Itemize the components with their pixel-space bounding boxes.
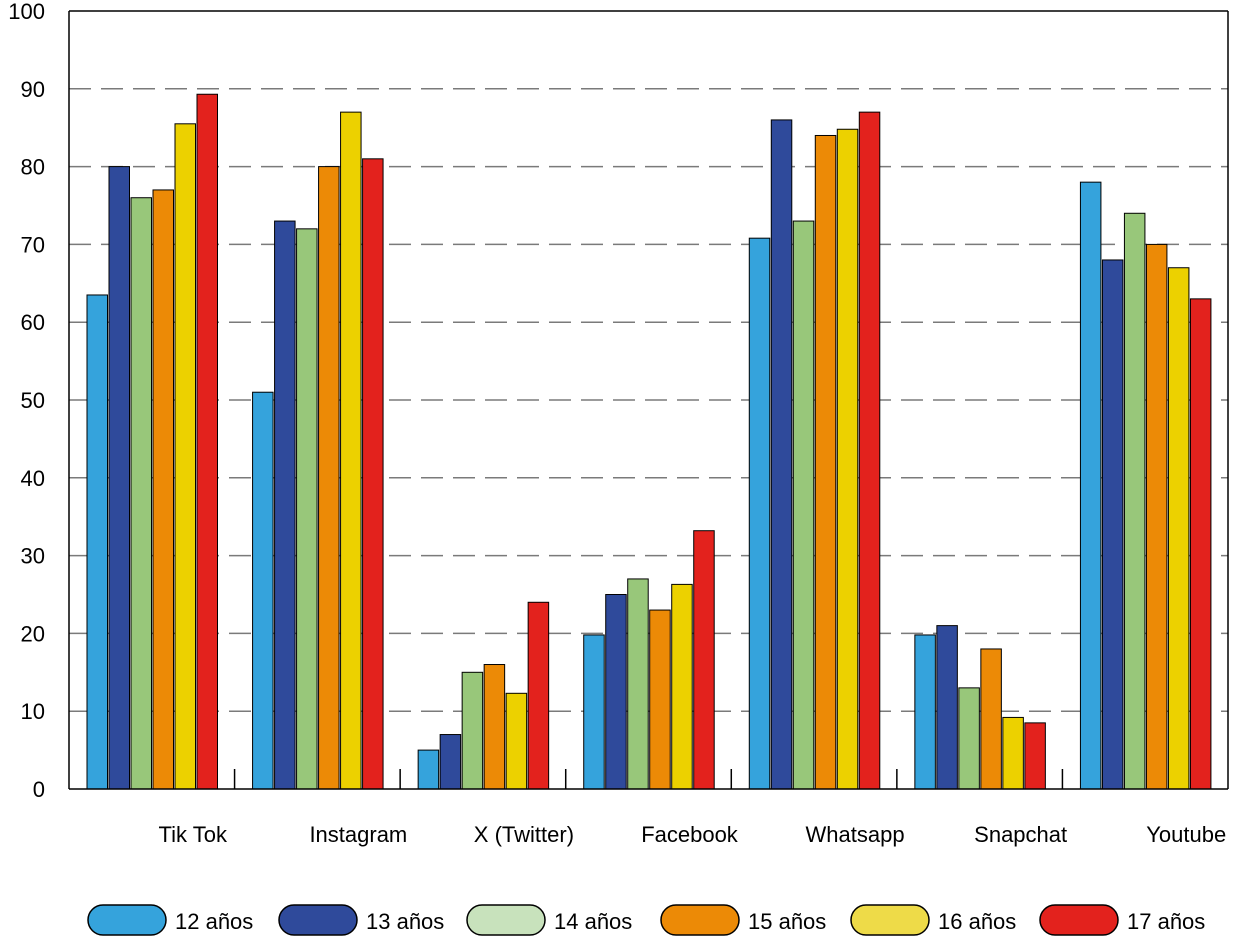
x-category-label: Instagram — [309, 822, 407, 847]
y-tick-label: 50 — [21, 388, 45, 413]
legend-label: 13 años — [366, 909, 444, 934]
y-tick-label: 80 — [21, 155, 45, 180]
y-tick-label: 40 — [21, 466, 45, 491]
y-tick-label: 10 — [21, 699, 45, 724]
bar-x-twitter--14 — [461, 671, 484, 790]
y-tick-label: 0 — [33, 777, 45, 802]
legend-item-16: 16 años — [850, 904, 1016, 936]
bar-x-twitter--12 — [417, 749, 440, 790]
legend-label: 17 años — [1127, 909, 1205, 934]
bar-tik-tok-16 — [174, 123, 196, 790]
x-category-label: X (Twitter) — [474, 822, 574, 847]
bar-instagram-14 — [296, 228, 318, 790]
bar-snapchat-13 — [936, 625, 958, 790]
bar-whatsapp-16 — [836, 128, 859, 790]
bar-youtube-14 — [1123, 212, 1146, 790]
y-tick-label: 30 — [21, 544, 45, 569]
x-category-label: Whatsapp — [806, 822, 905, 847]
bar-snapchat-12 — [914, 634, 936, 790]
bar-x-twitter--16 — [505, 692, 528, 790]
bar-whatsapp-12 — [748, 237, 771, 790]
bar-youtube-17 — [1189, 298, 1212, 790]
bar-x-twitter--13 — [439, 734, 462, 790]
y-tick-label: 100 — [8, 0, 45, 24]
bar-snapchat-17 — [1024, 722, 1046, 790]
bar-snapchat-14 — [958, 687, 980, 790]
bar-facebook-14 — [627, 578, 649, 790]
bar-facebook-13 — [605, 594, 627, 790]
bar-snapchat-16 — [1002, 716, 1024, 790]
bar-instagram-12 — [252, 391, 274, 790]
x-category-label: Facebook — [641, 822, 739, 847]
y-tick-label: 90 — [21, 77, 45, 102]
bar-youtube-15 — [1145, 243, 1168, 790]
bar-instagram-13 — [274, 220, 296, 790]
legend-swatch — [1039, 904, 1119, 936]
bar-x-twitter--15 — [483, 664, 506, 790]
legend-item-17: 17 años — [1039, 904, 1205, 936]
bar-x-twitter--17 — [527, 601, 550, 790]
x-category-label: Snapchat — [974, 822, 1067, 847]
legend-label: 15 años — [748, 909, 826, 934]
bar-youtube-13 — [1101, 259, 1124, 790]
bar-facebook-17 — [693, 530, 715, 790]
y-axis-ticks: 0 10 20 30 40 50 60 70 80 90 100 — [8, 0, 45, 802]
bar-youtube-12 — [1079, 181, 1102, 790]
bar-whatsapp-15 — [814, 134, 837, 790]
bar-tik-tok-14 — [130, 197, 152, 790]
bar-facebook-16 — [671, 583, 693, 790]
legend-label: 12 años — [175, 909, 253, 934]
bar-instagram-15 — [318, 166, 340, 790]
x-category-label: Youtube — [1146, 822, 1226, 847]
bar-tik-tok-15 — [152, 189, 174, 790]
bar-snapchat-15 — [980, 648, 1002, 790]
bar-whatsapp-14 — [792, 220, 815, 790]
bar-whatsapp-13 — [770, 119, 793, 790]
legend-item-13: 13 años — [278, 904, 444, 936]
bar-tik-tok-13 — [108, 166, 130, 790]
bar-instagram-16 — [340, 111, 362, 790]
legend-item-14: 14 años — [466, 904, 632, 936]
x-axis-labels: Tik Tok Instagram X (Twitter) Facebook Whats… — [159, 822, 1227, 847]
bar-tik-tok-12 — [86, 294, 108, 790]
legend-swatch — [278, 904, 358, 936]
legend-item-15: 15 años — [660, 904, 826, 936]
legend-swatch — [660, 904, 740, 936]
bar-instagram-17 — [362, 158, 384, 790]
legend-swatch — [850, 904, 930, 936]
legend-swatch — [466, 904, 546, 936]
legend-swatch — [87, 904, 167, 936]
y-tick-label: 60 — [21, 310, 45, 335]
bar-tik-tok-17 — [196, 93, 218, 790]
y-tick-label: 70 — [21, 232, 45, 257]
axes — [68, 10, 1229, 790]
bar-youtube-16 — [1167, 267, 1190, 790]
bar-facebook-12 — [583, 634, 605, 790]
bar-facebook-15 — [649, 609, 671, 790]
legend-label: 14 años — [554, 909, 632, 934]
legend-item-12: 12 años — [87, 904, 253, 936]
x-category-label: Tik Tok — [159, 822, 228, 847]
legend-label: 16 años — [938, 909, 1016, 934]
bar-whatsapp-17 — [858, 111, 881, 790]
y-tick-label: 20 — [21, 621, 45, 646]
legend: 12 años 13 años 14 años 15 años 16 años 17 añ… — [87, 904, 1205, 936]
bars — [86, 93, 1212, 790]
